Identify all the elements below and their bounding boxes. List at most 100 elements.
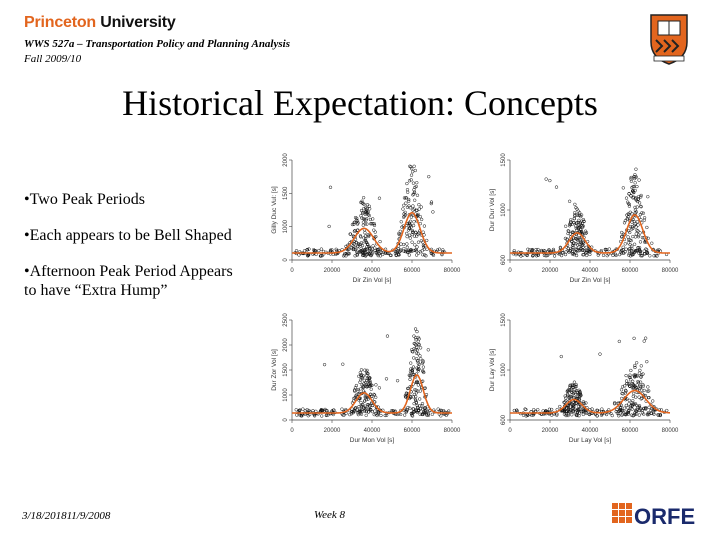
data-point xyxy=(371,222,375,226)
data-point xyxy=(429,200,434,204)
data-point xyxy=(636,223,640,227)
data-point xyxy=(359,374,363,378)
slide-title: Historical Expectation: Concepts xyxy=(122,83,598,123)
data-point xyxy=(563,236,568,241)
data-point xyxy=(413,342,417,346)
data-point xyxy=(373,230,377,234)
data-point xyxy=(404,249,408,254)
data-point xyxy=(349,410,354,414)
data-point xyxy=(342,413,346,417)
data-point xyxy=(415,329,419,334)
data-point xyxy=(568,222,572,226)
data-point xyxy=(626,217,630,221)
data-point xyxy=(623,384,627,388)
data-point xyxy=(341,362,345,366)
data-point xyxy=(377,386,382,390)
data-point xyxy=(412,192,416,196)
data-point xyxy=(407,373,411,377)
data-point xyxy=(646,411,651,415)
data-point xyxy=(577,218,581,222)
data-point xyxy=(421,365,426,369)
data-point xyxy=(418,214,422,219)
data-point xyxy=(370,247,375,251)
data-point xyxy=(632,195,636,199)
data-point xyxy=(571,403,575,407)
data-point xyxy=(572,394,576,398)
data-point xyxy=(635,199,640,204)
data-point xyxy=(637,371,642,375)
data-point xyxy=(637,246,642,250)
data-point xyxy=(549,407,554,412)
data-point xyxy=(353,409,357,413)
data-point xyxy=(406,228,411,232)
data-point xyxy=(575,248,579,252)
data-point xyxy=(631,234,635,239)
y-tick-label: 600 xyxy=(501,254,507,265)
bullet-item: •Each appears to be Bell Shaped xyxy=(24,227,232,244)
data-point xyxy=(403,413,407,417)
data-point xyxy=(646,395,651,400)
data-point xyxy=(412,347,416,351)
y-tick-label: 1500 xyxy=(501,313,507,327)
data-point xyxy=(568,383,572,387)
data-point xyxy=(604,412,609,417)
data-point xyxy=(412,402,416,406)
data-point xyxy=(633,181,637,185)
data-point xyxy=(566,247,570,251)
y-tick-label: 1000 xyxy=(501,363,507,377)
data-point xyxy=(619,405,623,409)
logo-university: University xyxy=(100,14,176,31)
data-point xyxy=(412,164,416,168)
data-point xyxy=(581,409,585,414)
data-point xyxy=(366,397,370,401)
data-point xyxy=(357,243,362,247)
y-tick-label: 600 xyxy=(501,414,507,425)
plot-panel: 0 20000 40000 60000 80000 0 1000 1500 2000 Dir Zi… xyxy=(271,153,461,284)
data-point xyxy=(642,406,646,410)
data-point xyxy=(411,170,415,174)
data-point xyxy=(637,408,642,413)
data-point xyxy=(641,407,646,411)
data-point xyxy=(564,396,568,400)
data-point xyxy=(629,252,634,256)
data-point xyxy=(311,409,315,413)
data-point xyxy=(368,217,373,222)
data-point xyxy=(552,254,557,258)
data-point xyxy=(405,245,409,249)
data-point xyxy=(406,386,410,391)
data-point xyxy=(642,240,647,244)
data-point xyxy=(306,414,310,418)
data-point xyxy=(410,368,414,373)
data-point xyxy=(411,407,415,411)
data-point xyxy=(414,184,418,189)
y-tick-label: 1500 xyxy=(501,153,507,167)
data-point xyxy=(581,412,585,417)
data-point xyxy=(417,207,421,211)
data-point xyxy=(571,244,575,248)
data-point xyxy=(319,247,324,251)
data-point xyxy=(629,194,633,198)
data-point xyxy=(631,249,635,253)
data-point xyxy=(627,237,631,242)
data-point xyxy=(359,400,363,405)
x-tick-label: 80000 xyxy=(662,428,679,434)
data-point xyxy=(577,397,581,401)
data-point xyxy=(368,252,372,256)
data-point xyxy=(408,395,413,399)
data-point xyxy=(436,407,440,411)
data-point xyxy=(563,252,568,257)
data-point xyxy=(588,252,592,257)
data-point xyxy=(356,221,360,225)
data-point xyxy=(632,219,636,224)
data-point xyxy=(421,243,426,248)
x-axis-label: Dur Lay Vol [s] xyxy=(569,437,611,444)
logo-princeton: Princeton xyxy=(24,14,96,31)
data-point xyxy=(581,217,586,222)
data-point xyxy=(405,181,409,186)
data-point xyxy=(369,253,373,257)
data-point xyxy=(364,409,369,414)
footer-week: Week 8 xyxy=(314,509,346,521)
data-point xyxy=(365,385,369,389)
data-point xyxy=(351,247,355,252)
data-point xyxy=(617,414,621,418)
